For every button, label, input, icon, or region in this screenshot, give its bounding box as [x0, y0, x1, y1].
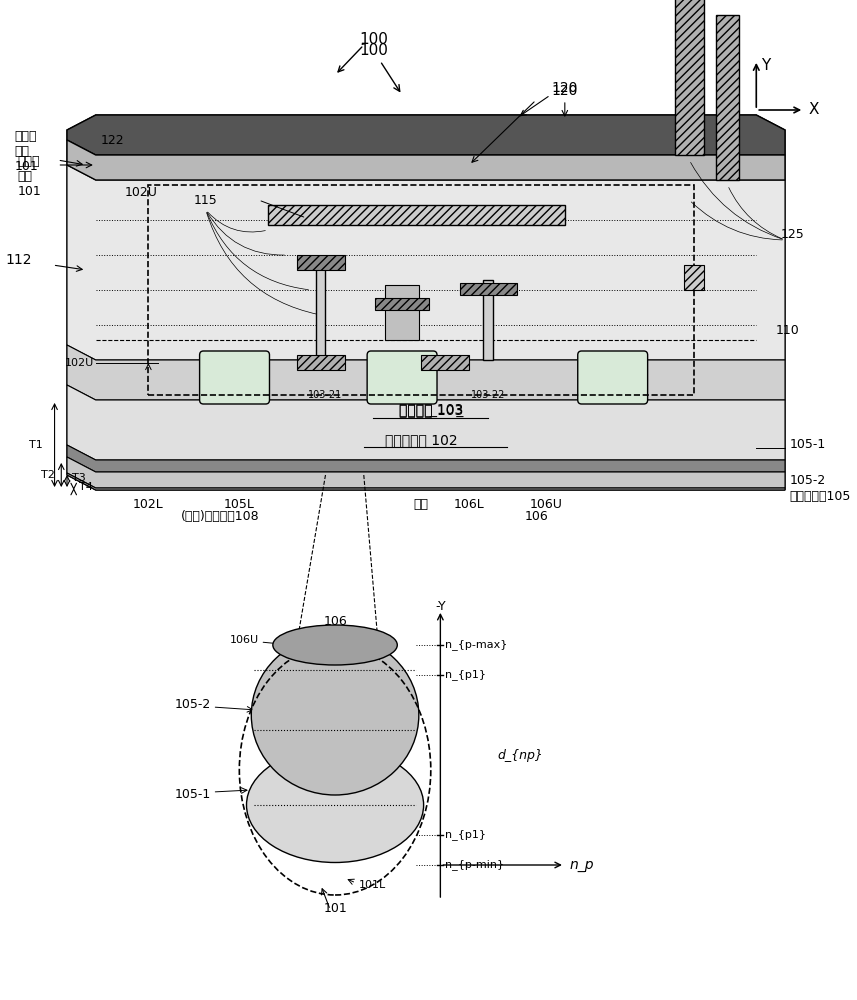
FancyBboxPatch shape — [578, 351, 648, 404]
Text: 103-12: 103-12 — [385, 373, 419, 383]
Text: n_{p1}: n_{p1} — [445, 830, 486, 840]
FancyBboxPatch shape — [367, 351, 437, 404]
Polygon shape — [67, 445, 785, 472]
Text: 105L: 105L — [224, 498, 255, 511]
Polygon shape — [67, 115, 785, 490]
Text: 102U: 102U — [124, 186, 158, 198]
Text: 电路元件 103: 电路元件 103 — [399, 403, 463, 417]
Bar — [148, 185, 694, 395]
Text: 102L: 102L — [133, 498, 164, 511]
Text: 102U: 102U — [64, 358, 93, 368]
Text: 106U: 106U — [530, 498, 562, 511]
Text: 100: 100 — [359, 32, 388, 47]
Bar — [685, 265, 704, 290]
Text: n⁺: n⁺ — [229, 363, 240, 373]
Polygon shape — [67, 115, 785, 155]
Text: n_{p-max}: n_{p-max} — [445, 640, 507, 650]
Bar — [375, 298, 428, 310]
Bar — [675, 0, 704, 155]
Text: Y: Y — [761, 57, 770, 73]
Text: 第二外延层105: 第二外延层105 — [790, 490, 851, 503]
Text: 电路元件 ̲103̲: 电路元件 ̲103̲ — [399, 403, 463, 417]
Polygon shape — [67, 473, 785, 490]
Bar — [297, 255, 345, 270]
Polygon shape — [67, 165, 785, 360]
Ellipse shape — [247, 748, 423, 862]
Polygon shape — [67, 140, 785, 180]
Bar — [268, 205, 565, 225]
Text: 105-2: 105-2 — [174, 698, 211, 712]
Bar — [422, 355, 469, 370]
Text: n_{p-min}: n_{p-min} — [445, 860, 504, 870]
Polygon shape — [67, 457, 785, 488]
Text: -Y: -Y — [435, 600, 446, 613]
Text: 106L: 106L — [453, 498, 484, 511]
Bar — [297, 355, 345, 370]
Text: 103-13: 103-13 — [596, 373, 630, 383]
Text: 120: 120 — [552, 84, 578, 98]
Text: 110: 110 — [776, 324, 800, 336]
Text: T2: T2 — [41, 470, 55, 480]
Text: n_p: n_p — [570, 858, 594, 872]
Bar — [483, 280, 493, 360]
Text: d_{np}: d_{np} — [498, 748, 543, 762]
Text: T4: T4 — [79, 482, 93, 492]
Bar — [385, 285, 419, 340]
Bar — [459, 283, 517, 295]
Bar — [716, 15, 739, 180]
Text: 半导体
薄膜
101: 半导体 薄膜 101 — [17, 155, 41, 198]
Text: 半导体
薄膜
101: 半导体 薄膜 101 — [15, 130, 38, 173]
Text: (任选)抗反射层108: (任选)抗反射层108 — [181, 510, 260, 523]
Text: 106: 106 — [524, 510, 548, 523]
Text: n⁺: n⁺ — [607, 363, 619, 373]
Text: 105-1: 105-1 — [174, 788, 211, 802]
Text: n_{p1}: n_{p1} — [445, 670, 486, 680]
Polygon shape — [67, 345, 785, 400]
Text: 106U: 106U — [230, 635, 259, 645]
Text: 第一外延层 102: 第一外延层 102 — [385, 433, 458, 447]
Ellipse shape — [251, 635, 419, 795]
Text: 122: 122 — [100, 133, 124, 146]
Text: 125: 125 — [780, 229, 804, 241]
Text: 101: 101 — [323, 902, 347, 915]
Text: 103-21: 103-21 — [309, 390, 343, 400]
Text: 120: 120 — [552, 81, 578, 95]
Text: 115: 115 — [194, 194, 218, 207]
Text: 硼层: 硼层 — [414, 498, 428, 511]
Text: T1: T1 — [28, 440, 42, 450]
Text: 106: 106 — [323, 615, 347, 628]
Bar — [316, 260, 326, 360]
Ellipse shape — [273, 625, 398, 665]
Text: 100: 100 — [359, 43, 399, 91]
Text: 112: 112 — [6, 253, 33, 267]
Text: 101L: 101L — [359, 880, 387, 890]
Text: X: X — [809, 103, 819, 117]
FancyBboxPatch shape — [200, 351, 269, 404]
Text: 103-22: 103-22 — [471, 390, 506, 400]
Text: T3: T3 — [72, 473, 86, 483]
Text: 105-1: 105-1 — [790, 438, 826, 452]
Text: 103-11: 103-11 — [218, 373, 252, 383]
Text: n⁺: n⁺ — [396, 363, 408, 373]
Text: 105-2: 105-2 — [790, 474, 826, 487]
Polygon shape — [67, 385, 785, 460]
